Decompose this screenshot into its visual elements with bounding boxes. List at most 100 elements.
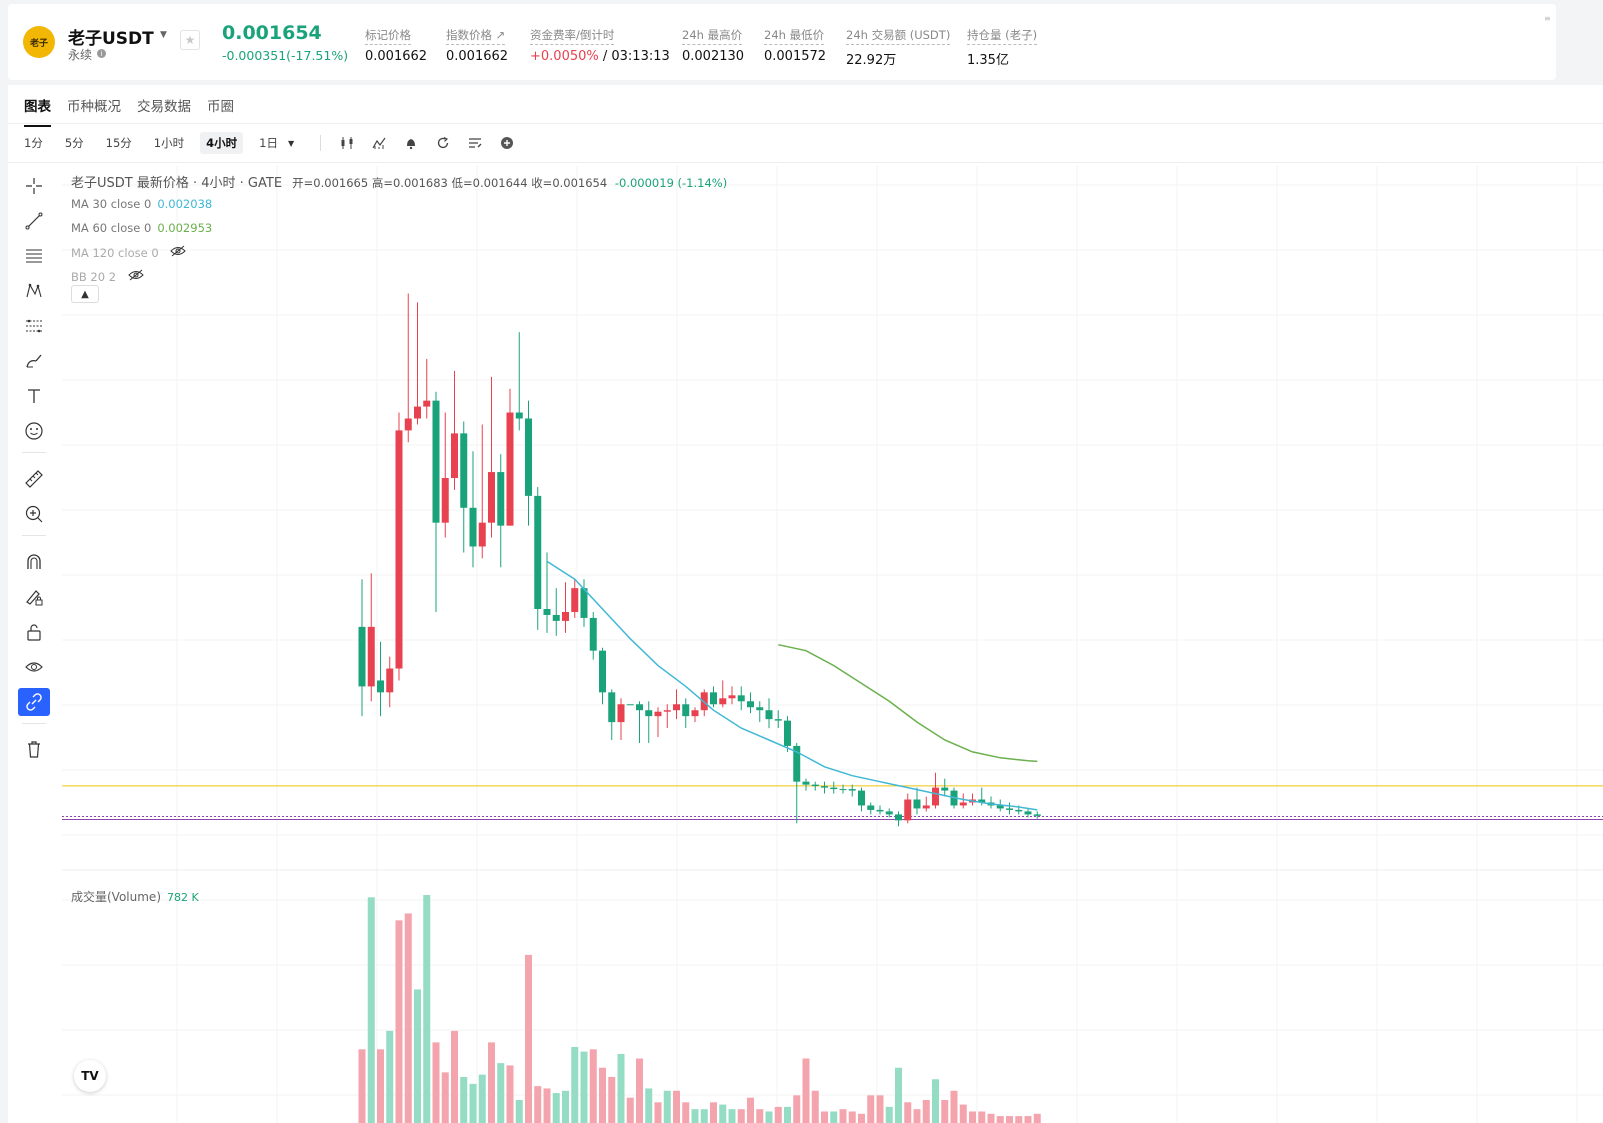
trash-icon[interactable] xyxy=(18,735,50,763)
link-icon[interactable] xyxy=(18,688,50,716)
volume-bar xyxy=(562,1090,569,1123)
unlock-icon[interactable] xyxy=(18,618,50,646)
magnet-icon[interactable] xyxy=(18,548,50,576)
volume-bar xyxy=(904,1102,912,1123)
candle-body xyxy=(358,626,366,687)
volume-bar xyxy=(913,1109,921,1123)
volume-bar xyxy=(543,1088,551,1123)
tab-coin-overview[interactable]: 币种概况 xyxy=(67,99,121,115)
ma-value: 0.002953 xyxy=(157,221,213,235)
favorite-star-icon[interactable]: ★ xyxy=(180,30,200,50)
symbol-selector[interactable]: 老子USDT xyxy=(68,29,154,49)
candle-body xyxy=(534,495,542,609)
stat-label[interactable]: 资金费率/倒计时 xyxy=(530,27,615,45)
volume-bar xyxy=(552,1093,560,1123)
volume-bar xyxy=(358,1049,366,1123)
volume-bar xyxy=(673,1090,680,1123)
lock-draw-icon[interactable] xyxy=(18,583,50,611)
volume-bar xyxy=(774,1106,782,1123)
timeframe-1h[interactable]: 1小时 xyxy=(153,136,185,150)
candle-body xyxy=(589,617,597,651)
volume-bar xyxy=(580,1051,588,1123)
stat-label[interactable]: 持仓量 (老子) xyxy=(967,27,1038,45)
volume-bar xyxy=(996,1116,1004,1123)
replay-icon[interactable] xyxy=(433,133,453,153)
chevron-down-icon[interactable]: ▼ xyxy=(287,138,295,148)
timeframe-1m[interactable]: 1分 xyxy=(24,136,43,150)
chart-panel: 图表 币种概况 交易数据 币圈 1分 5分 15分 1小时 4小时 1日 ▼ xyxy=(8,85,1603,1123)
market-header: 老子 老子USDT ▼ 永续 i ★ 0.001654 -0.000351(-1… xyxy=(8,4,1556,80)
eye-off-icon[interactable] xyxy=(127,269,144,284)
eye-icon[interactable] xyxy=(18,653,50,681)
volume-bar xyxy=(663,1090,671,1123)
candle-body xyxy=(562,611,569,621)
candle-body xyxy=(793,745,801,782)
eye-off-icon[interactable] xyxy=(170,245,187,260)
ruler-icon[interactable] xyxy=(18,465,50,493)
candle-body xyxy=(571,588,579,612)
chevron-down-icon[interactable]: ▼ xyxy=(160,30,167,40)
bb-legend[interactable]: BB 20 2 xyxy=(71,269,144,284)
tab-chart[interactable]: 图表 xyxy=(24,95,51,127)
info-icon[interactable]: i xyxy=(97,49,106,58)
candle-body xyxy=(506,412,514,526)
candle-body xyxy=(728,695,736,699)
template-icon[interactable] xyxy=(465,133,485,153)
add-icon[interactable] xyxy=(497,133,517,153)
stat-label[interactable]: 24h 交易额 (USDT) xyxy=(846,27,951,45)
candle-body xyxy=(423,400,431,407)
volume-bar xyxy=(830,1111,838,1123)
timeframe-4h[interactable]: 4小时 xyxy=(200,132,244,154)
candle-body xyxy=(858,790,865,806)
ma-value: 0.002038 xyxy=(157,197,213,211)
ma120-legend[interactable]: MA 120 close 0 xyxy=(71,245,187,260)
fib-icon[interactable] xyxy=(18,242,50,270)
brush-icon[interactable] xyxy=(18,347,50,375)
tab-community[interactable]: 币圈 xyxy=(207,99,234,115)
crosshair-icon[interactable] xyxy=(18,172,50,200)
tradingview-logo[interactable]: TV xyxy=(74,1060,106,1092)
gann-icon[interactable] xyxy=(18,312,50,340)
menu-icon[interactable]: ≡ xyxy=(1544,14,1551,23)
volume-bar xyxy=(404,913,412,1123)
timeframe-15m[interactable]: 15分 xyxy=(105,136,132,150)
coin-logo: 老子 xyxy=(23,26,55,58)
price-change: -0.000351(-17.51%) xyxy=(222,48,349,63)
volume-bar xyxy=(793,1095,801,1123)
volume-bar xyxy=(414,989,421,1123)
ma60-legend[interactable]: MA 60 close 0 0.002953 xyxy=(71,221,212,235)
candle-type-icon[interactable] xyxy=(337,133,357,153)
collapse-legend-button[interactable]: ▲ xyxy=(71,285,99,303)
trendline-icon[interactable] xyxy=(18,207,50,235)
stat-value: +0.0050% / 03:13:13 xyxy=(530,49,670,64)
ma30-legend[interactable]: MA 30 close 0 0.002038 xyxy=(71,197,212,211)
pattern-icon[interactable] xyxy=(18,277,50,305)
legend-close: 收=0.001654 xyxy=(531,176,608,190)
timeframe-5m[interactable]: 5分 xyxy=(64,136,84,150)
zoom-in-icon[interactable] xyxy=(18,500,50,528)
emoji-icon[interactable] xyxy=(18,417,50,445)
chart-canvas[interactable] xyxy=(62,165,1603,1123)
divider xyxy=(8,123,1603,124)
candle-body xyxy=(1024,811,1032,815)
text-icon[interactable] xyxy=(18,382,50,410)
stat-label[interactable]: 指数价格 ↗ xyxy=(446,27,506,45)
alert-icon[interactable] xyxy=(401,133,421,153)
stat-value: 0.001572 xyxy=(764,49,827,64)
timeframe-1d[interactable]: 1日 xyxy=(259,136,278,150)
tab-trading-data[interactable]: 交易数据 xyxy=(137,99,191,115)
volume-bar xyxy=(534,1086,542,1123)
volume-bar xyxy=(765,1111,773,1123)
candle-body xyxy=(404,418,412,431)
candle-body xyxy=(765,710,773,720)
volume-bar xyxy=(386,1030,394,1123)
volume-bar xyxy=(978,1111,986,1123)
volume-bar xyxy=(506,1065,514,1123)
stat-open-interest: 持仓量 (老子) 1.35亿 xyxy=(967,24,1038,68)
stat-label[interactable]: 标记价格 xyxy=(365,27,411,45)
indicator-icon[interactable] xyxy=(369,133,389,153)
volume-bar xyxy=(469,1083,477,1123)
volume-bar xyxy=(700,1109,708,1123)
funding-rate-value: +0.0050% xyxy=(530,49,599,64)
price-chart[interactable]: 老子USDT 最新价格 · 4小时 · GATE 开=0.001665 高=0.… xyxy=(62,165,1603,1123)
